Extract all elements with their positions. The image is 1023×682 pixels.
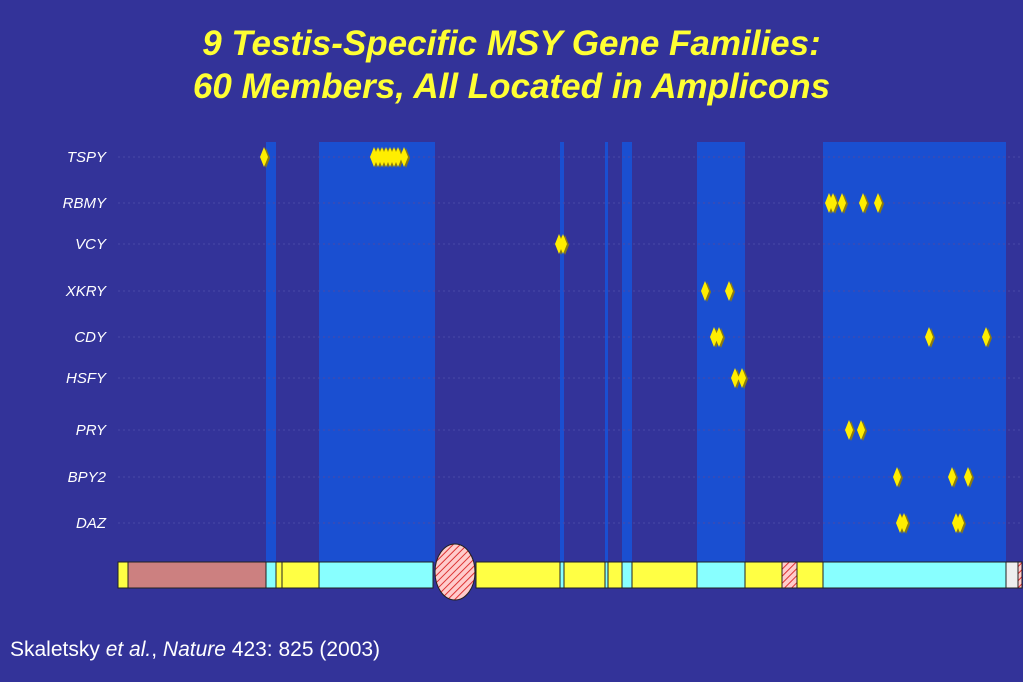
citation-etal: et al. [105,638,152,661]
amplicon-band [697,142,745,562]
gene-labels: TSPY RBMY VCY XKRY CDY HSFY PRY BPY2 DAZ [63,149,107,532]
gene-marker-bpy2 [948,467,958,488]
gene-marker-tspy [400,147,410,168]
chromosome-segment [621,561,633,589]
chromosome-segment [475,561,561,589]
chromosome-segment [796,561,824,589]
amplicon-bands [266,142,1006,562]
amplicon-band [319,142,435,562]
chromosome-bar [117,543,1023,601]
gene-markers [260,147,992,534]
chromosome-segment [275,561,283,589]
gene-marker-vcy [559,234,569,255]
gene-marker-hsfy [731,368,741,389]
gene-marker-xkry [701,281,711,302]
gene-label-rbmy: RBMY [63,195,107,212]
gene-marker-rbmy [874,193,884,214]
gene-marker-pry [857,420,867,441]
gene-marker-xkry [725,281,735,302]
chromosome-segment [559,561,565,589]
gene-marker-bpy2 [893,467,903,488]
title-line-1: 9 Testis-Specific MSY Gene Families: [202,24,821,63]
gene-marker-cdy [715,327,725,348]
citation: Skaletsky et al., Nature 423: 825 (2003) [10,638,380,662]
gene-label-hsfy: HSFY [66,370,107,387]
gene-marker-cdy [982,327,992,348]
gene-label-vcy: VCY [75,236,107,253]
chromosome-segment [563,561,606,589]
chromosome-segment [318,561,434,589]
gene-marker-hsfy [738,368,748,389]
centromere [434,543,476,601]
gene-marker-bpy2 [964,467,974,488]
gene-label-pry: PRY [76,422,107,439]
citation-sep: , [151,638,163,661]
slide-title: 9 Testis-Specific MSY Gene Families: 60 … [0,22,1023,108]
chromosome-segment [631,561,698,589]
title-line-2: 60 Members, All Located in Amplicons [192,67,831,106]
amplicon-band [560,142,564,562]
chromosome-segment [696,561,746,589]
chromosome-segment [281,561,320,589]
amplicon-band [823,142,1006,562]
chromosome-segment [127,561,267,589]
chromosome-segment [822,561,1007,589]
gene-marker-daz [900,513,910,534]
gene-marker-rbmy [829,193,839,214]
row-guides [118,156,1020,524]
chromosome-segment [117,561,129,589]
gene-marker-daz [956,513,966,534]
chromosome-segment [744,561,783,589]
gene-label-daz: DAZ [76,515,107,532]
gene-marker-tspy [260,147,270,168]
chromosome-segment [265,561,277,589]
citation-ref: 423: 825 (2003) [225,638,381,661]
chromosome-segment [607,561,623,589]
chromosome-segment [781,561,798,589]
gene-marker-cdy [925,327,935,348]
gene-label-bpy2: BPY2 [68,469,107,486]
amplicon-band [622,142,632,562]
amplicon-band [266,142,276,562]
gene-label-cdy: CDY [74,329,107,346]
citation-author: Skaletsky [10,638,106,661]
gene-marker-rbmy [838,193,848,214]
gene-label-xkry: XKRY [65,283,107,300]
amplicon-band [605,142,608,562]
gene-marker-rbmy [859,193,869,214]
citation-journal: Nature [162,638,226,661]
gene-marker-pry [845,420,855,441]
gene-label-tspy: TSPY [67,149,107,166]
chromosome-segment [1017,561,1023,589]
chromosome-segment [1005,561,1019,589]
